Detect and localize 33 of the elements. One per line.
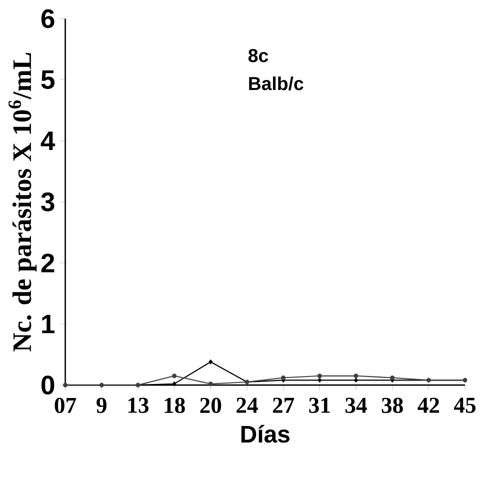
y-axis-title: Nc. de parásitos X 10$^{6}$/mL [8,52,36,352]
x-tick-label: 9 [96,398,106,413]
x-tick-label: 45 [454,398,476,413]
point [208,360,212,364]
x-tick-label: 27 [272,398,294,413]
x-tick-label: 07 [54,398,76,414]
annotation: Balb/c [248,76,304,90]
point [172,374,176,378]
x-tick-label: 13 [128,398,148,413]
point [354,374,358,378]
x-tick-label: 18 [164,398,185,414]
x-tick-label: 20 [200,398,221,414]
point [208,382,213,386]
x-tick-label: 34 [345,398,367,413]
y-tick-label: 3 [40,192,54,212]
y-tick-label: 2 [41,254,54,272]
y-tick-label: 1 [42,314,54,334]
point [390,375,394,380]
x-tick-label: 24 [236,398,258,413]
y-tick-label: 5 [41,70,54,90]
point [318,378,322,382]
point [354,378,358,382]
annotation: 8c [248,49,268,62]
point [317,374,322,378]
x-tick-label: 38 [382,398,403,414]
x-tick-label: 31 [309,398,330,413]
point [280,375,286,380]
point [172,382,176,386]
y-tick-label: 0 [41,376,54,394]
y-tick-label: 4 [40,132,55,150]
y-tick-label: 6 [41,9,54,28]
x-tick-label: 42 [418,398,439,413]
x-axis-title: Días [241,424,290,443]
